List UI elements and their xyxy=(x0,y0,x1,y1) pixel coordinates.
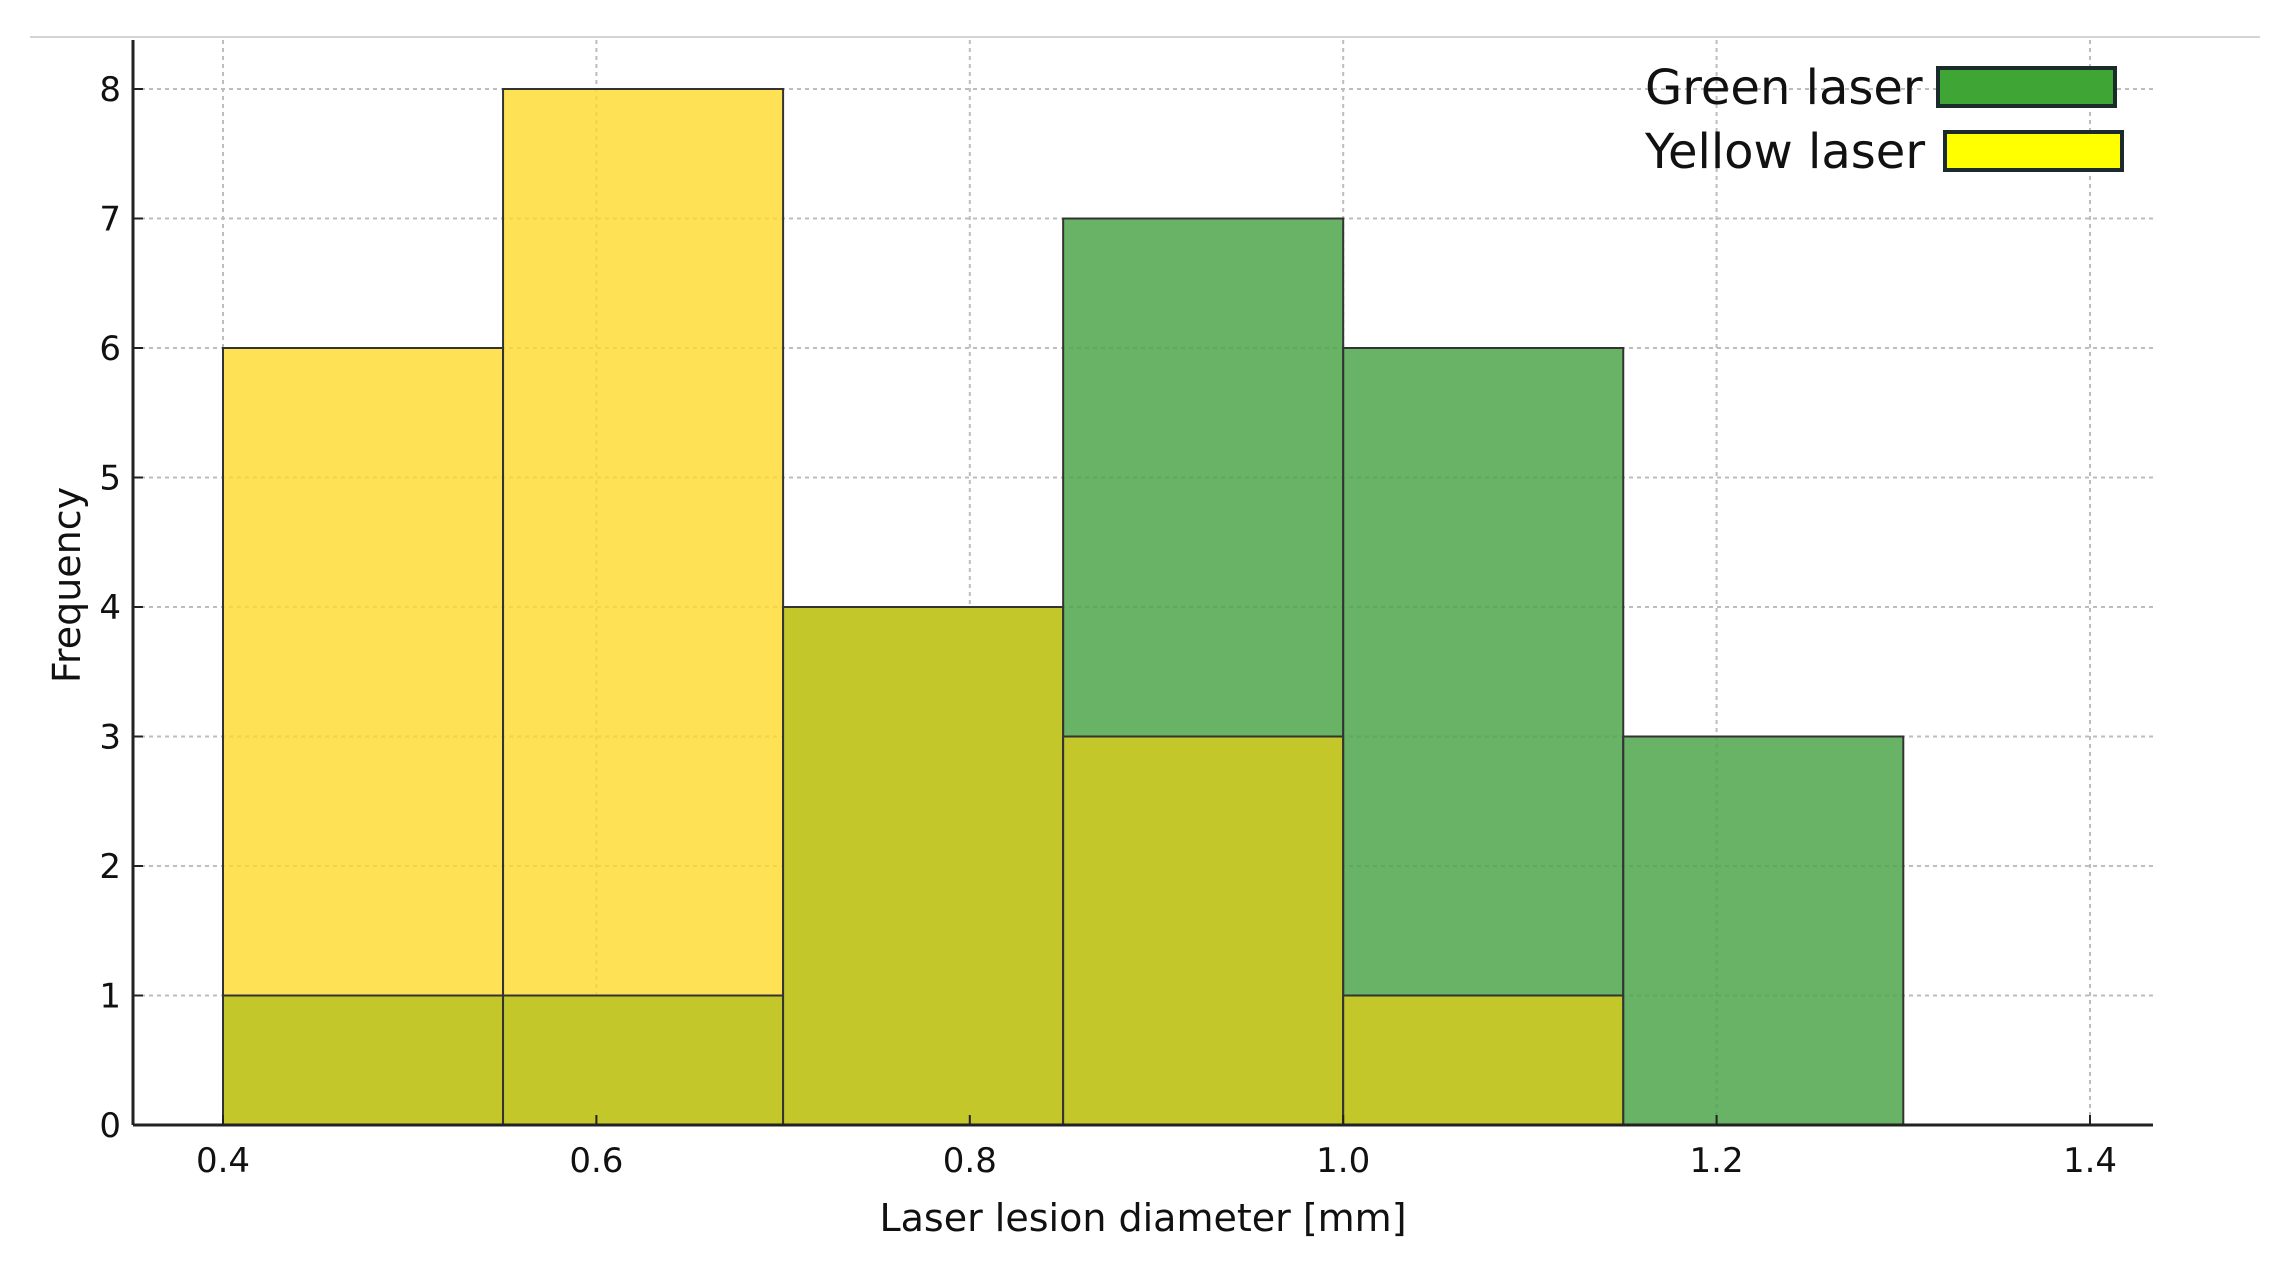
x-tick-label: 1.4 xyxy=(2063,1141,2117,1181)
legend-swatch-green xyxy=(1936,66,2117,108)
x-tick-label: 0.4 xyxy=(196,1141,250,1181)
legend-label-yellow: Yellow laser xyxy=(1644,124,1925,180)
x-axis-title: Laser lesion diameter [mm] xyxy=(879,1196,1406,1240)
legend-swatch-yellow xyxy=(1943,130,2124,172)
overlap-bar xyxy=(782,606,1065,1126)
legend-label-green: Green laser xyxy=(1645,60,1923,116)
overlap-bar xyxy=(222,994,505,1126)
y-tick-label: 4 xyxy=(99,588,121,628)
y-tick-label: 3 xyxy=(99,718,121,758)
overlap-bar xyxy=(1342,994,1625,1126)
x-tick-label: 0.8 xyxy=(943,1141,997,1181)
y-tick-label: 7 xyxy=(99,200,121,240)
axes xyxy=(131,40,2153,1127)
overlap-bar xyxy=(1062,735,1345,1126)
y-tick-label: 6 xyxy=(99,329,121,369)
y-axis-title: Frequency xyxy=(45,487,89,683)
bars xyxy=(222,88,1905,1126)
yellow-laser-bar xyxy=(502,88,785,1126)
overlap-bar xyxy=(502,994,785,1126)
x-tick-label: 1.2 xyxy=(1690,1141,1744,1181)
y-tick-label: 2 xyxy=(99,847,121,887)
y-tick-label: 1 xyxy=(99,977,121,1017)
ticks: 0.4 0.6 0.8 1.0 1.2 1.4 0 1 2 3 4 5 6 7 8 xyxy=(99,70,2117,1181)
x-tick-label: 0.6 xyxy=(569,1141,623,1181)
y-tick-label: 5 xyxy=(99,459,121,499)
y-tick-label: 8 xyxy=(99,70,121,110)
y-tick-label: 0 xyxy=(99,1106,121,1146)
legend: Green laser Yellow laser xyxy=(1644,60,2124,180)
green-laser-bar xyxy=(1622,735,1905,1126)
x-tick-label: 1.0 xyxy=(1316,1141,1370,1181)
